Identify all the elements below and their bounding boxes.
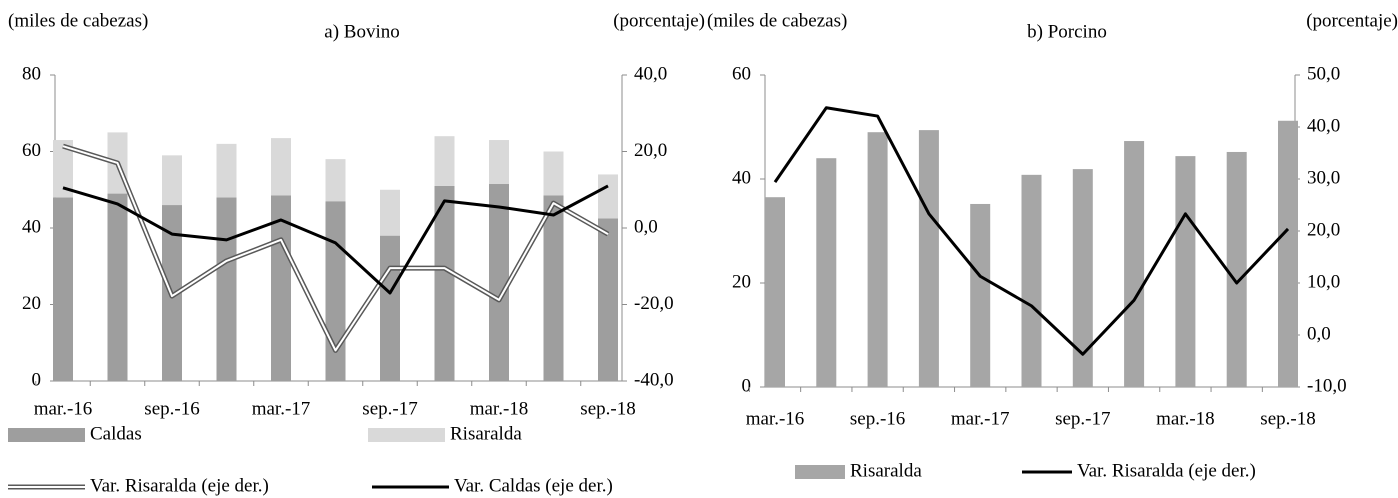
y2-tick-label: 40,0: [1307, 115, 1340, 136]
x-tick-label: sep.-17: [1055, 408, 1110, 429]
y2-tick-label: -20,0: [634, 293, 674, 314]
bar: [970, 203, 991, 387]
bar: [1021, 174, 1042, 387]
line: [62, 184, 609, 295]
bar: [1175, 156, 1196, 387]
legend-label: Risaralda: [450, 423, 522, 444]
y2-tick-label: 0,0: [1307, 323, 1331, 344]
x-tick-label: sep.-18: [580, 398, 635, 419]
x-tick-label: mar.-16: [746, 408, 805, 429]
x-tick-label: sep.-18: [1260, 408, 1315, 429]
legend-label: Var. Risaralda (eje der.): [90, 475, 269, 496]
y-tick-label: 0: [742, 375, 752, 396]
legend-label: Risaralda: [850, 460, 922, 481]
bar: [216, 197, 237, 381]
y2-tick-label: 50,0: [1307, 63, 1340, 84]
x-tick-label: sep.-17: [362, 398, 417, 419]
chart-title: b) Porcino: [1027, 21, 1107, 42]
bar: [325, 201, 346, 381]
bar: [1124, 141, 1145, 387]
y2-tick-label: 30,0: [1307, 167, 1340, 188]
legend-label: Var. Risaralda (eje der.): [1077, 460, 1256, 481]
y-tick-label: 40: [732, 167, 751, 188]
line-inner: [62, 145, 609, 352]
legend-swatch: [795, 465, 845, 479]
y-axis-label: (miles de cabezas): [8, 10, 148, 31]
legend-swatch: [8, 428, 85, 442]
bar: [380, 189, 400, 236]
legend-label: Var. Caldas (eje der.): [454, 475, 613, 496]
bar: [107, 193, 128, 381]
bar: [53, 197, 73, 381]
x-tick-label: sep.-16: [850, 408, 905, 429]
y2-tick-label: 40,0: [634, 63, 667, 84]
y-tick-label: 20: [732, 271, 751, 292]
bar: [543, 151, 564, 196]
bar: [1278, 120, 1298, 387]
y-tick-label: 80: [22, 63, 41, 84]
y2-tick-label: -40,0: [634, 369, 674, 390]
bar: [867, 132, 888, 387]
bar: [598, 218, 618, 381]
y2-tick-label: 20,0: [634, 140, 667, 161]
bar: [325, 159, 346, 202]
bar: [1226, 151, 1247, 387]
bar: [162, 155, 182, 206]
x-tick-label: mar.-16: [34, 398, 93, 419]
bar: [53, 140, 73, 198]
x-tick-label: mar.-17: [951, 408, 1010, 429]
bar: [380, 235, 400, 381]
bar: [918, 130, 939, 387]
y-tick-label: 60: [732, 63, 751, 84]
bar: [598, 174, 618, 219]
bar: [765, 197, 785, 387]
bar: [434, 185, 455, 381]
y2-axis-label: (porcentaje): [1306, 10, 1398, 31]
y-tick-label: 20: [22, 293, 41, 314]
bar: [434, 136, 455, 186]
chart-title: a) Bovino: [324, 21, 399, 42]
bar: [216, 143, 237, 198]
x-tick-label: sep.-16: [144, 398, 199, 419]
y-tick-label: 60: [22, 140, 41, 161]
bar: [489, 184, 509, 381]
bar: [489, 140, 509, 185]
y2-tick-label: 20,0: [1307, 219, 1340, 240]
x-tick-label: mar.-18: [1156, 408, 1215, 429]
y2-tick-label: 0,0: [634, 216, 658, 237]
y-axis-label: (miles de cabezas): [707, 10, 847, 31]
bar: [1072, 169, 1093, 387]
bar: [816, 158, 837, 387]
legend-swatch: [368, 428, 445, 442]
y2-tick-label: 10,0: [1307, 271, 1340, 292]
y2-axis-label: (porcentaje): [613, 10, 705, 31]
x-tick-label: mar.-18: [470, 398, 529, 419]
x-tick-label: mar.-17: [252, 398, 311, 419]
y-tick-label: 0: [32, 369, 42, 390]
bar: [543, 195, 564, 381]
legend-label: Caldas: [90, 423, 142, 444]
line: [773, 106, 1290, 356]
bar: [271, 138, 291, 196]
y2-tick-label: -10,0: [1307, 375, 1347, 396]
y-tick-label: 40: [22, 216, 41, 237]
